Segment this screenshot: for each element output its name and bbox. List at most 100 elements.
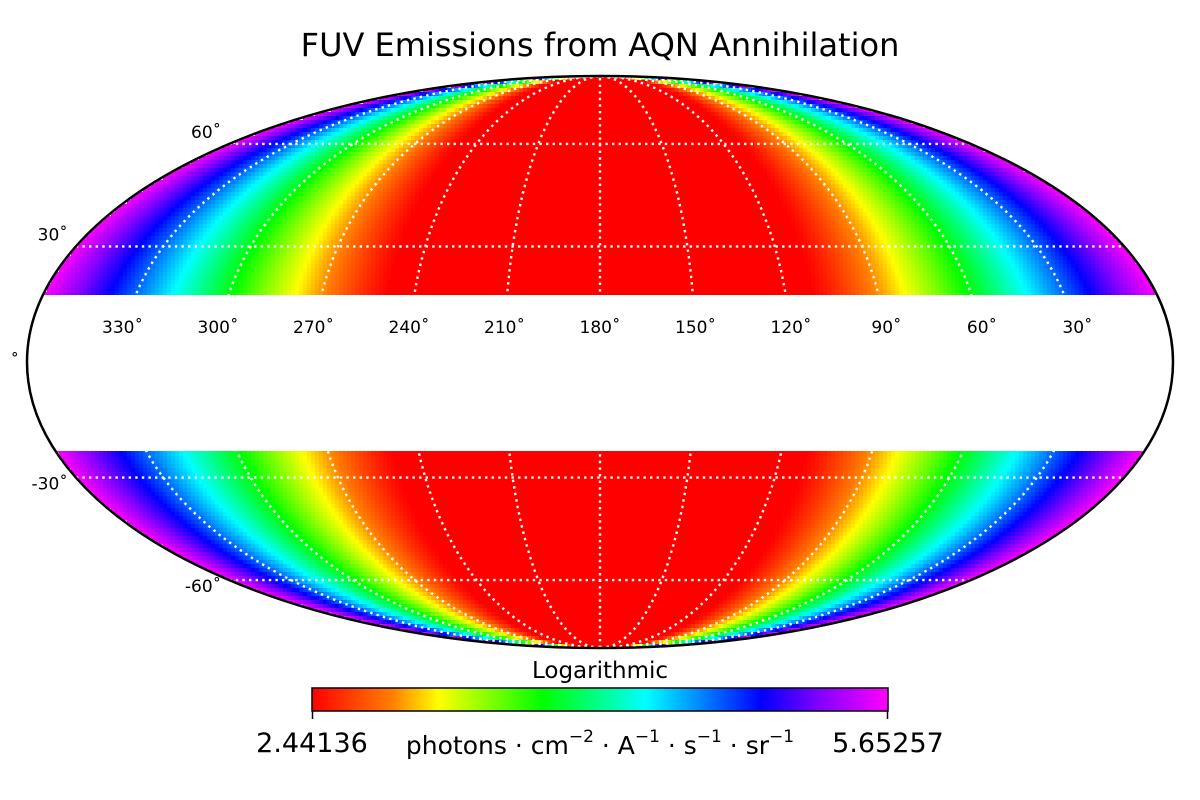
heatmap-cell	[859, 168, 864, 173]
heatmap-cell	[319, 196, 324, 201]
heatmap-cell	[275, 180, 280, 185]
heatmap-cell	[563, 168, 568, 173]
heatmap-cell	[231, 164, 236, 169]
heatmap-cell	[431, 116, 436, 121]
heatmap-cell	[539, 184, 544, 189]
heatmap-cell	[679, 136, 684, 141]
heatmap-cell	[299, 148, 304, 153]
heatmap-cell	[299, 152, 304, 157]
heatmap-cell	[387, 176, 392, 181]
heatmap-cell	[867, 116, 872, 121]
heatmap-cell	[639, 120, 644, 125]
heatmap-cell	[747, 188, 752, 193]
heatmap-cell	[579, 156, 584, 161]
heatmap-cell	[575, 184, 580, 189]
heatmap-cell	[767, 180, 772, 185]
heatmap-cell	[935, 164, 940, 169]
heatmap-cell	[579, 124, 584, 129]
heatmap-cell	[559, 188, 564, 193]
heatmap-cell	[971, 156, 976, 161]
heatmap-cell	[851, 152, 856, 157]
heatmap-cell	[947, 168, 952, 173]
heatmap-cell	[563, 120, 568, 125]
heatmap-cell	[971, 148, 976, 153]
heatmap-cell	[331, 132, 336, 137]
heatmap-cell	[1035, 180, 1040, 185]
heatmap-cell	[403, 152, 408, 157]
heatmap-cell	[839, 128, 844, 133]
heatmap-cell	[979, 180, 984, 185]
heatmap-cell	[1003, 176, 1008, 181]
heatmap-cell	[687, 148, 692, 153]
heatmap-cell	[719, 108, 724, 113]
heatmap-cell	[859, 156, 864, 161]
heatmap-cell	[583, 184, 588, 189]
heatmap-cell	[223, 196, 228, 201]
heatmap-cell	[563, 84, 568, 89]
heatmap-cell	[1007, 192, 1012, 197]
heatmap-cell	[439, 192, 444, 197]
heatmap-cell	[591, 184, 596, 189]
heatmap-cell	[407, 184, 412, 189]
heatmap-cell	[711, 112, 716, 117]
heatmap-cell	[583, 164, 588, 169]
heatmap-cell	[303, 176, 308, 181]
heatmap-cell	[683, 180, 688, 185]
heatmap-cell	[351, 176, 356, 181]
heatmap-cell	[379, 160, 384, 165]
heatmap-cell	[643, 128, 648, 133]
heatmap-cell	[435, 112, 440, 117]
map-clip	[0, 76, 1200, 649]
heatmap-cell	[431, 124, 436, 129]
heatmap-cell	[899, 128, 904, 133]
heatmap-cell	[375, 132, 380, 137]
heatmap-cell	[443, 128, 448, 133]
heatmap-cell	[583, 156, 588, 161]
heatmap-cell	[175, 192, 180, 197]
heatmap-cell	[611, 176, 616, 181]
heatmap-cell	[707, 104, 712, 109]
heatmap-cell	[803, 192, 808, 197]
heatmap-cell	[295, 180, 300, 185]
heatmap-cell	[987, 184, 992, 189]
heatmap-cell	[419, 192, 424, 197]
heatmap-cell	[371, 112, 376, 117]
heatmap-cell	[635, 116, 640, 121]
heatmap-cell	[711, 184, 716, 189]
heatmap-cell	[639, 172, 644, 177]
heatmap-cell	[723, 124, 728, 129]
heatmap-cell	[707, 172, 712, 177]
heatmap-cell	[367, 136, 372, 141]
heatmap-cell	[455, 120, 460, 125]
heatmap-cell	[975, 188, 980, 193]
heatmap-cell	[227, 156, 232, 161]
heatmap-cell	[875, 156, 880, 161]
heatmap-cell	[827, 152, 832, 157]
heatmap-cell	[195, 196, 200, 201]
heatmap-cell	[995, 168, 1000, 173]
heatmap-cell	[619, 104, 624, 109]
heatmap-cell	[423, 164, 428, 169]
heatmap-cell	[775, 184, 780, 189]
heatmap-cell	[667, 148, 672, 153]
heatmap-cell	[703, 188, 708, 193]
heatmap-cell	[155, 196, 160, 201]
heatmap-cell	[587, 164, 592, 169]
heatmap-cell	[347, 152, 352, 157]
heatmap-cell	[335, 164, 340, 169]
heatmap-cell	[375, 116, 380, 121]
heatmap-cell	[395, 184, 400, 189]
heatmap-cell	[699, 180, 704, 185]
heatmap-cell	[575, 152, 580, 157]
heatmap-cell	[371, 192, 376, 197]
heatmap-cell	[315, 124, 320, 129]
heatmap-cell	[491, 160, 496, 165]
heatmap-cell	[635, 104, 640, 109]
heatmap-cell	[415, 132, 420, 137]
heatmap-cell	[799, 104, 804, 109]
heatmap-cell	[147, 192, 152, 197]
heatmap-cell	[779, 128, 784, 133]
heatmap-cell	[515, 136, 520, 141]
heatmap-cell	[307, 164, 312, 169]
heatmap-cell	[491, 184, 496, 189]
